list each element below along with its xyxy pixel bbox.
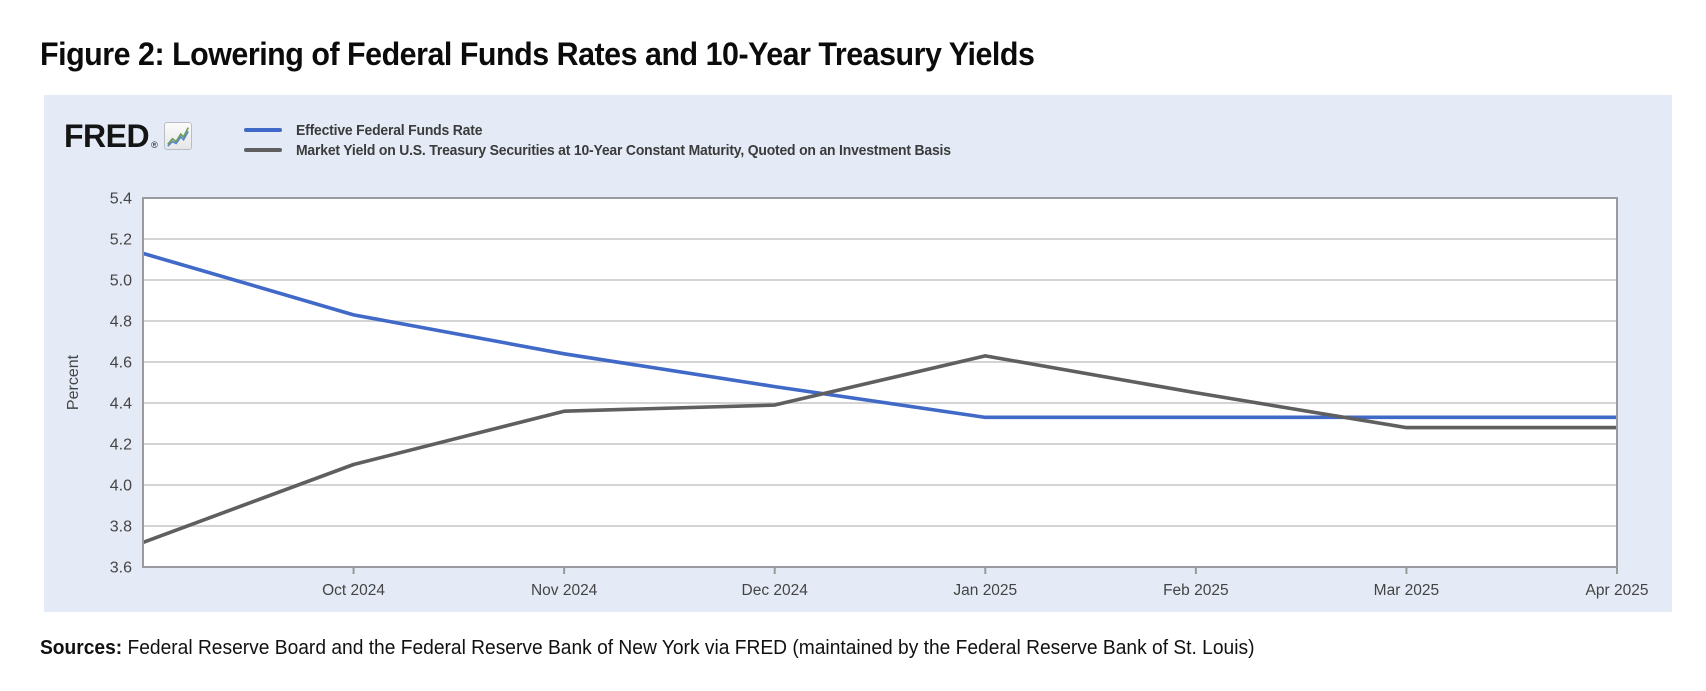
fred-chart-panel: FRED ® Effective Federal Funds Rate Marke…: [44, 95, 1672, 612]
legend-item-treasury: Market Yield on U.S. Treasury Securities…: [244, 140, 1000, 160]
svg-text:4.4: 4.4: [110, 396, 132, 413]
svg-text:Nov 2024: Nov 2024: [531, 582, 598, 599]
svg-text:Apr 2025: Apr 2025: [1586, 582, 1649, 599]
sources-note: Sources: Federal Reserve Board and the F…: [40, 637, 1254, 660]
svg-text:3.6: 3.6: [110, 560, 132, 577]
svg-text:4.6: 4.6: [110, 355, 132, 372]
treasury-line-swatch: [244, 148, 282, 152]
sources-text: Federal Reserve Board and the Federal Re…: [122, 637, 1255, 659]
svg-text:Percent: Percent: [65, 354, 82, 410]
fred-registered-mark: ®: [151, 140, 158, 150]
svg-text:Oct 2024: Oct 2024: [322, 582, 385, 599]
fred-logo-text: FRED: [64, 118, 150, 154]
svg-text:4.0: 4.0: [110, 478, 132, 495]
legend-label-ffr: Effective Federal Funds Rate: [296, 121, 483, 139]
svg-text:4.8: 4.8: [110, 314, 132, 331]
svg-text:5.4: 5.4: [110, 191, 132, 208]
svg-text:3.8: 3.8: [110, 519, 132, 536]
svg-text:5.0: 5.0: [110, 273, 132, 290]
chart-legend: Effective Federal Funds Rate Market Yiel…: [244, 120, 1000, 160]
svg-text:5.2: 5.2: [110, 232, 132, 249]
figure-title: Figure 2: Lowering of Federal Funds Rate…: [40, 36, 1035, 72]
legend-label-treasury: Market Yield on U.S. Treasury Securities…: [296, 141, 951, 159]
legend-item-ffr: Effective Federal Funds Rate: [244, 120, 1000, 140]
svg-text:Feb 2025: Feb 2025: [1163, 582, 1229, 599]
fred-logo-chart-icon: [163, 122, 192, 150]
ffr-line-swatch: [244, 128, 282, 132]
svg-text:4.2: 4.2: [110, 437, 132, 454]
chart-plot-area: Oct 2024 Nov 2024 Dec 2024 Jan 2025 Feb 2025…: [65, 191, 1649, 600]
sources-label: Sources:: [40, 637, 123, 659]
svg-text:Dec 2024: Dec 2024: [742, 582, 809, 599]
fred-logo: FRED ®: [64, 119, 192, 153]
svg-text:Mar 2025: Mar 2025: [1374, 582, 1439, 599]
svg-text:Jan 2025: Jan 2025: [953, 582, 1017, 599]
